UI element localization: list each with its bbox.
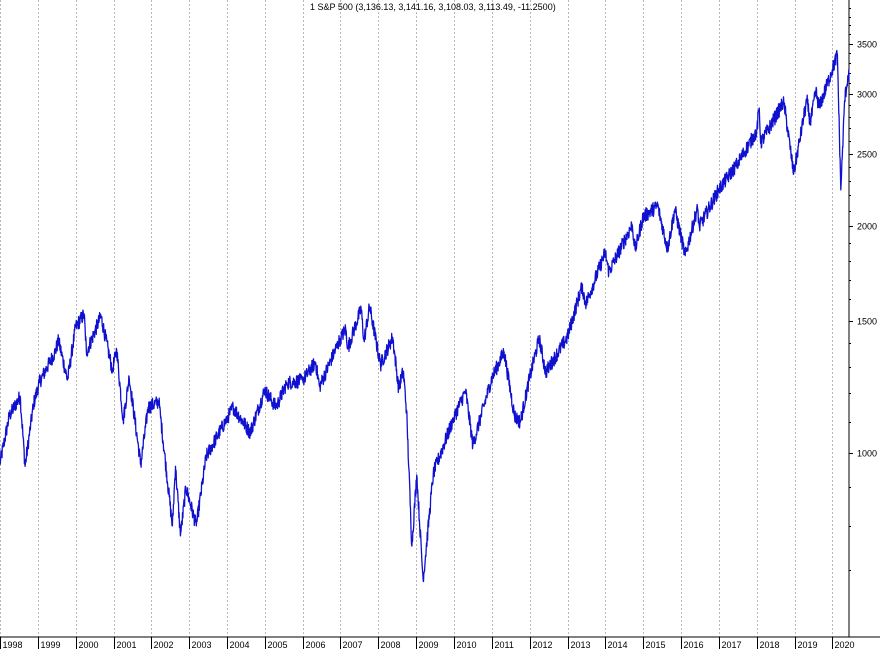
x-tick-label: 1999 [41,640,61,649]
y-tick-label: 2500 [857,150,877,160]
y-tick-label: 1500 [857,317,877,327]
y-tick-label: 2000 [857,222,877,232]
x-tick-label: 2006 [306,640,326,649]
x-tick-label: 2005 [268,640,288,649]
chart-title: 1 S&P 500 (3,136.13, 3,141.16, 3,108.03,… [310,2,556,12]
y-tick-label: 1000 [857,449,877,459]
y-axis: 1000 1500 2000 2500 3000 3500 [849,8,877,571]
x-tick-label: 2016 [684,640,704,649]
y-tick-label: 3500 [857,40,877,50]
x-tick-label: 2003 [192,640,212,649]
x-tick-label: 2004 [230,640,250,649]
x-tick-label: 2013 [571,640,591,649]
x-tick-label: 2015 [646,640,666,649]
x-tick-label: 2011 [495,640,514,649]
series-line [0,49,850,583]
x-tick-label: 2000 [79,640,99,649]
x-tick-label: 2017 [722,640,742,649]
x-tick-label: 1998 [3,640,23,649]
x-tick-label: 2020 [835,640,855,649]
x-tick-label: 2018 [760,640,780,649]
x-tick-label: 2010 [457,640,477,649]
x-tick-label: 2012 [533,640,553,649]
y-tick-label: 3000 [857,90,877,100]
x-tick-label: 2008 [381,640,401,649]
x-axis: 1998 1999 2000 2001 2002 2003 2004 2005 2006 2007… [0,637,855,649]
x-tick-label: 2014 [608,640,628,649]
x-tick-label: 2001 [117,640,137,649]
vertical-gridlines [0,0,833,637]
x-tick-label: 2009 [419,640,439,649]
x-tick-label: 2007 [343,640,363,649]
x-tick-label: 2019 [798,640,818,649]
x-tick-label: 2002 [154,640,174,649]
price-series [0,49,850,583]
